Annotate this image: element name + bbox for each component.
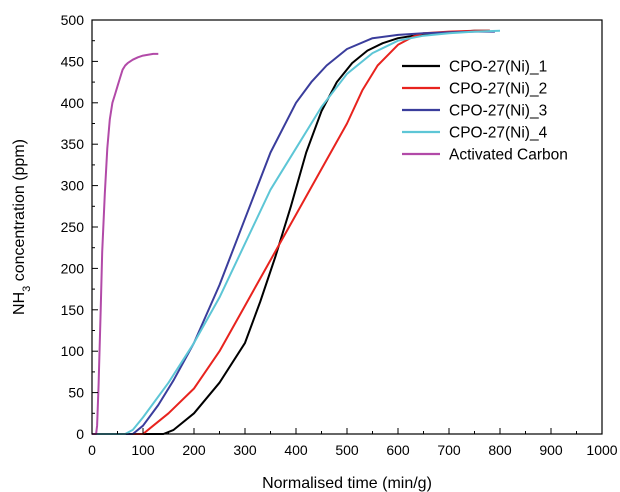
x-tick-label-3: 300 xyxy=(233,442,257,458)
y-tick-label-0: 0 xyxy=(76,426,84,442)
x-tick-label-0: 0 xyxy=(88,442,96,458)
ticks-layer: 0 100 200 300 400 500 600 700 800 900 1000 0 50 100 15… xyxy=(61,12,618,458)
series-line-1 xyxy=(92,29,490,435)
series-line-4 xyxy=(92,52,159,435)
y-tick-label-10: 500 xyxy=(61,12,85,28)
series-layer xyxy=(92,29,501,435)
x-tick-label-10: 1000 xyxy=(586,442,617,458)
y-tick-label-3: 150 xyxy=(61,302,85,318)
x-tick-label-4: 400 xyxy=(284,442,308,458)
legend-label-2: CPO-27(Ni)_3 xyxy=(449,103,547,120)
x-axis-title: Normalised time (min/g) xyxy=(262,475,432,492)
y-tick-label-9: 450 xyxy=(61,53,85,69)
y-tick-label-8: 400 xyxy=(61,95,85,111)
x-tick-label-7: 700 xyxy=(437,442,461,458)
legend-label-1: CPO-27(Ni)_2 xyxy=(449,81,547,98)
x-tick-label-8: 800 xyxy=(488,442,512,458)
series-line-2 xyxy=(92,30,495,435)
x-tick-label-2: 200 xyxy=(182,442,206,458)
x-tick-label-1: 100 xyxy=(131,442,155,458)
y-tick-label-7: 350 xyxy=(61,136,85,152)
y-tick-label-1: 50 xyxy=(68,385,84,401)
x-tick-label-9: 900 xyxy=(539,442,563,458)
legend-label-4: Activated Carbon xyxy=(449,147,568,164)
legend: CPO-27(Ni)_1 CPO-27(Ni)_2 CPO-27(Ni)_3 CPO-… xyxy=(402,59,568,164)
legend-label-0: CPO-27(Ni)_1 xyxy=(449,59,547,76)
x-tick-label-6: 600 xyxy=(386,442,410,458)
y-tick-label-5: 250 xyxy=(61,219,85,235)
series-line-0 xyxy=(92,29,490,435)
y-axis-title-rest: concentration (ppm) xyxy=(11,139,28,286)
y-tick-label-2: 100 xyxy=(61,343,85,359)
x-tick-label-5: 500 xyxy=(335,442,359,458)
y-tick-label-6: 300 xyxy=(61,178,85,194)
y-axis-title-main: NH xyxy=(11,292,28,315)
y-tick-label-4: 200 xyxy=(61,260,85,276)
series-line-3 xyxy=(92,29,501,435)
y-axis-title-subscript: 3 xyxy=(21,286,33,292)
legend-label-3: CPO-27(Ni)_4 xyxy=(449,125,548,142)
y-axis-title: NH3 concentration (ppm) xyxy=(11,139,33,315)
